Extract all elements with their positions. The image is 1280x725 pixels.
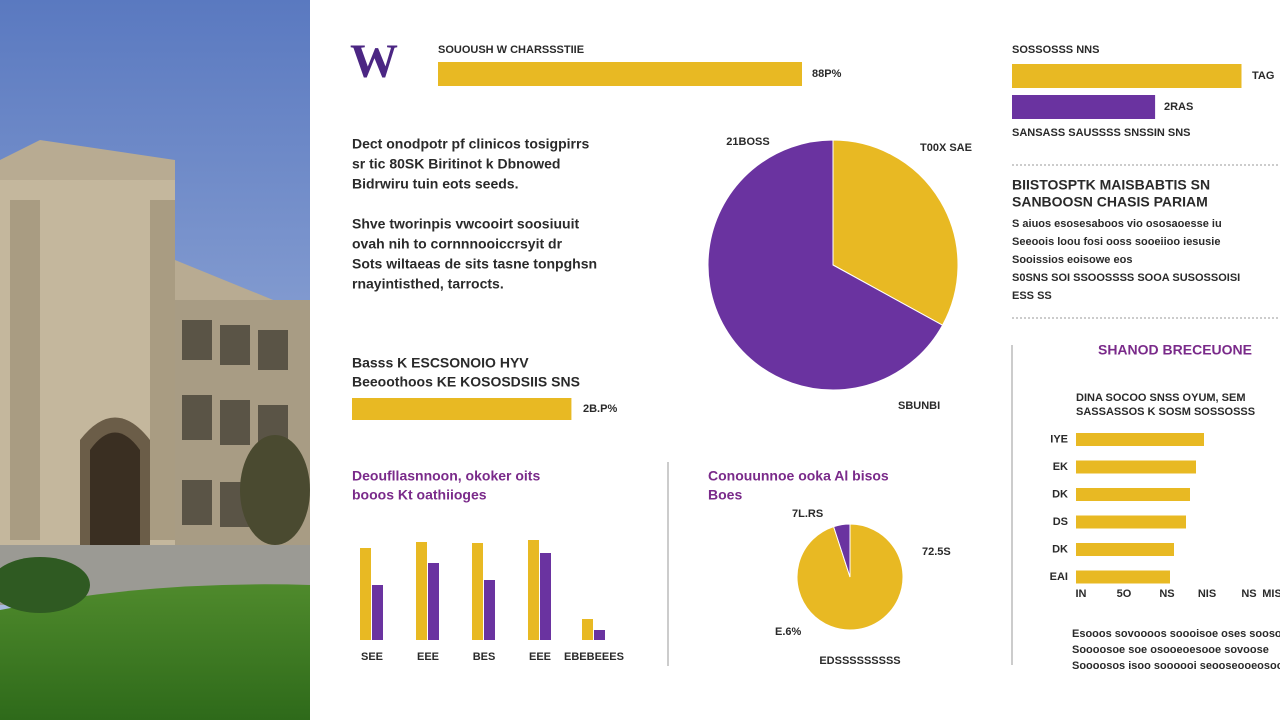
paragraph: S0SNS SOI SSOOSSSS SOOA SUSOSSOISI [1012, 272, 1240, 284]
paragraph: Dect onodpotr pf clinicos tosigpirrs [352, 136, 589, 152]
x-tick-label: BES [473, 651, 496, 663]
bar [372, 585, 383, 640]
bar [416, 542, 427, 640]
annotation: 88P% [812, 68, 842, 80]
x-tick-label: IN [1076, 588, 1087, 600]
paragraph: Seeoois loou fosi ooss sooeiioo iesusie [1012, 236, 1220, 248]
footnote: Soooosos isoo soooooi seooseooeosooe [1072, 660, 1280, 672]
annotation: T00X SAE [920, 142, 972, 154]
x-tick-label: EEE [529, 651, 551, 663]
bar [1076, 488, 1190, 501]
chart-subtitle: DINA SOCOO SNSS OYUM, SEM [1076, 392, 1246, 404]
x-tick-label: MIS [1262, 588, 1280, 600]
x-tick-label: NS [1159, 588, 1174, 600]
heading: SANBOOSN CHASIS PARIAM [1012, 194, 1208, 210]
annotation: SBUNBI [898, 400, 940, 412]
caption: EDSSSSSSSSS [819, 655, 900, 667]
paragraph: rnayintisthed, tarrocts. [352, 276, 504, 292]
chart-title: SOUOUSH W CHARSSSTIIE [438, 44, 584, 56]
heading: BIISTOSPTK MAISBABTIS SN [1012, 177, 1210, 193]
x-tick-label: EEE [417, 651, 439, 663]
x-tick-label: SEE [361, 651, 383, 663]
chart-title: SOSSOSSS NNS [1012, 44, 1099, 56]
chart-title: Beeoothoos KE KOSOSDSIIS SNS [352, 374, 580, 390]
bar [1012, 64, 1242, 88]
pie-slice [832, 523, 851, 578]
chart-title: Basss K ESCSONOIO HYV [352, 355, 529, 371]
x-tick-label: NIS [1198, 588, 1216, 600]
chart-title: SHANOD BRECEUONE [1098, 342, 1252, 358]
bar [484, 580, 495, 640]
category-label: DS [1053, 516, 1068, 528]
pie-slice [707, 139, 944, 391]
annotation: 7L.RS [792, 508, 823, 520]
annotation: E.6% [775, 626, 802, 638]
chart-title: booos Kt oathiioges [352, 487, 487, 503]
annotation: 2RAS [1164, 101, 1193, 113]
bar [352, 398, 572, 420]
paragraph: S aiuos esosesaboos vio ososaoesse iu [1012, 218, 1222, 230]
bar [1076, 515, 1186, 529]
paragraph: Sooissios eoisowe eos [1012, 254, 1132, 266]
annotation: 72.5S [922, 546, 951, 558]
annotation: 2B.P% [583, 403, 617, 415]
chart-title: Deoufllasnnoon, okoker oits [352, 468, 540, 484]
footnote: Esooos sovoooos soooisoe oses soosoe [1072, 628, 1280, 640]
paragraph: sr tic 80SK Biritinot k Dbnowed [352, 156, 560, 172]
x-tick-label: NS [1241, 588, 1256, 600]
bar [1076, 543, 1174, 556]
chart-title: Boes [708, 487, 742, 503]
annotation: 21BOSS [726, 136, 769, 148]
chart-subtitle: SASSASSOS K SOSM SOSSOSSS [1076, 406, 1255, 418]
paragraph: Bidrwiru tuin eots seeds. [352, 176, 518, 192]
category-label: DK [1052, 543, 1068, 555]
paragraph: Sots wiltaeas de sits tasne tonpghsn [352, 256, 597, 272]
caption: SANSASS SAUSSSS SNSSIN SNS [1012, 127, 1191, 139]
pie-slice [832, 139, 959, 326]
bar [594, 630, 605, 640]
logo: W [350, 35, 398, 88]
paragraph: ESS SS [1012, 290, 1052, 302]
bar [1076, 433, 1204, 446]
bar [582, 619, 593, 640]
x-tick-label: EBEBEEES [564, 651, 624, 663]
bar [1012, 95, 1156, 119]
category-label: EAI [1050, 571, 1068, 583]
bar [438, 62, 802, 86]
x-tick-label: 5O [1117, 588, 1132, 600]
bar [472, 543, 483, 640]
category-label: EK [1053, 461, 1068, 473]
bar [428, 563, 439, 640]
dividers [667, 164, 1280, 666]
category-label: IYE [1050, 433, 1068, 445]
chart-title: Conouunnoe ooka Al bisos [708, 468, 889, 484]
paragraph: Shve tworinpis vwcooirt soosiuuit [352, 216, 579, 232]
footnote: Soooosoe soe osooeoesooe sovoose [1072, 644, 1269, 656]
bar [540, 553, 551, 640]
bar [1076, 570, 1170, 584]
campus-photo [0, 0, 310, 720]
category-label: DK [1052, 488, 1068, 500]
annotation: TAG [1252, 70, 1274, 82]
bar [528, 540, 539, 640]
bar [1076, 460, 1196, 474]
paragraph: ovah nih to cornnnooiccrsyit dr [352, 236, 563, 252]
bar [360, 548, 371, 640]
